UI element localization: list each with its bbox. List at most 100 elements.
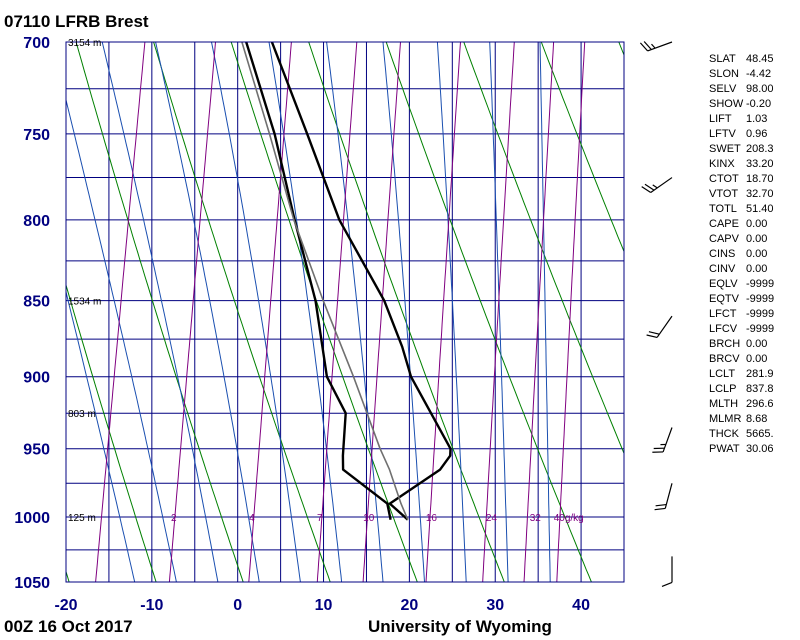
index-row: BRCV 0.00 [709,352,774,367]
index-value: 0.00 [746,263,768,275]
index-name: EQTV [709,293,739,305]
pressure-tick-label: 700 [23,35,50,52]
wind-barb-staff [656,315,673,338]
index-row: LFCT -9999 [709,307,774,322]
index-name: LFCT [709,308,737,320]
index-value: 18.70 [746,173,774,185]
temperature-tick-label: -10 [140,597,163,614]
index-name: SWET [709,143,741,155]
index-value: -9999 [746,278,775,290]
temperature-tick-label: 20 [400,597,418,614]
index-row: SHOW -0.20 [709,97,774,112]
index-name: CINV [709,263,736,275]
index-row: TOTL 51.40 [709,202,774,217]
mixing-ratio-label: 16 [426,513,438,524]
index-row: LFCV -9999 [709,322,774,337]
mixing-ratio-line [2,3,62,619]
plot-area [2,3,624,619]
mixing-ratio-line [362,42,402,582]
moist-adiabat [101,42,219,582]
height-label: 1534 m [68,297,101,308]
wind-barb-flag [646,334,658,339]
wind-barb-flag [644,183,655,191]
index-name: MLMR [709,413,742,425]
index-row: MLTH 296.6 [709,397,774,412]
index-row: SLAT 48.45 [709,52,774,67]
index-name: LIFT [709,113,732,125]
pressure-tick-label: 800 [23,213,50,230]
index-name: KINX [709,158,735,170]
plot-frame [65,41,625,583]
moist-adiabat [155,42,260,582]
pressure-tick-label: 900 [23,370,50,387]
index-value: 0.00 [746,248,768,260]
index-row: EQLV -9999 [709,277,774,292]
index-value: 98.00 [746,83,774,95]
index-row: KINX 33.20 [709,157,774,172]
index-name: CTOT [709,173,739,185]
index-value: -9999 [746,293,775,305]
index-name: SLAT [709,53,736,65]
index-value: 8.68 [746,413,768,425]
temperature-tick-label: 10 [315,597,333,614]
mixing-ratio-line [248,42,292,582]
wind-barb-half-flag [660,443,666,446]
index-value: 0.00 [746,233,768,245]
wind-barb-flag [648,331,660,335]
index-row: LFTV 0.96 [709,127,774,142]
index-row: LCLT 281.9 [709,367,774,382]
index-value: 281.9 [746,368,774,380]
wind-barb-flag [643,41,652,50]
temperature-profile [270,42,452,521]
index-value: -0.20 [746,98,772,110]
temperature-tick-label: 30 [486,597,504,614]
wind-barb-staff [662,427,673,453]
moist-adiabat [436,42,467,582]
height-label: 125 m [68,513,96,524]
wind-barb [661,556,673,587]
index-value: 5665. [746,428,774,440]
index-row: CINV 0.00 [709,262,774,277]
index-value: 1.03 [746,113,768,125]
moist-adiabat [382,42,426,582]
index-row: CAPV 0.00 [709,232,774,247]
mixing-ratio-line [523,42,555,582]
pressure-tick-label: 750 [23,127,50,144]
index-row: VTOT 32.70 [709,187,774,202]
mixing-ratio-label: 7 [317,513,323,524]
index-name: BRCH [709,338,741,350]
mixing-ratio-label: 40g/kg [554,513,584,524]
pressure-tick-label: 950 [23,442,50,459]
wind-barb-flag [654,507,666,511]
wind-barb-staff [647,41,673,52]
mixing-ratio-line [425,42,462,582]
mixing-ratio-line [556,42,586,582]
height-label: 803 m [68,409,96,420]
index-name: CINS [709,248,736,260]
moist-adiabat [489,42,509,582]
dry-adiabat [540,42,624,253]
index-row: CAPE 0.00 [709,217,774,232]
index-row: MLMR 8.68 [709,412,774,427]
index-name: VTOT [709,188,739,200]
index-row: SELV 98.00 [709,82,774,97]
wind-barb-flag [641,186,652,193]
moist-adiabat [66,289,136,582]
mixing-ratio-label: 32 [530,513,542,524]
mixing-ratio-label: 2 [171,513,177,524]
index-row: CINS 0.00 [709,247,774,262]
wind-barb-staff [664,483,673,509]
wind-barb [652,427,673,453]
moist-adiabat [66,97,177,582]
index-value: 30.06 [746,443,774,455]
index-row: CTOT 18.70 [709,172,774,187]
index-value: 32.70 [746,188,774,200]
pressure-tick-label: 1000 [14,510,50,527]
wind-barb-flag [639,42,649,52]
dewpoint-profile [245,42,392,520]
mixing-ratio-label: 24 [486,513,498,524]
wind-barb-half-flag [652,184,658,189]
mixing-ratio-line [95,42,146,582]
